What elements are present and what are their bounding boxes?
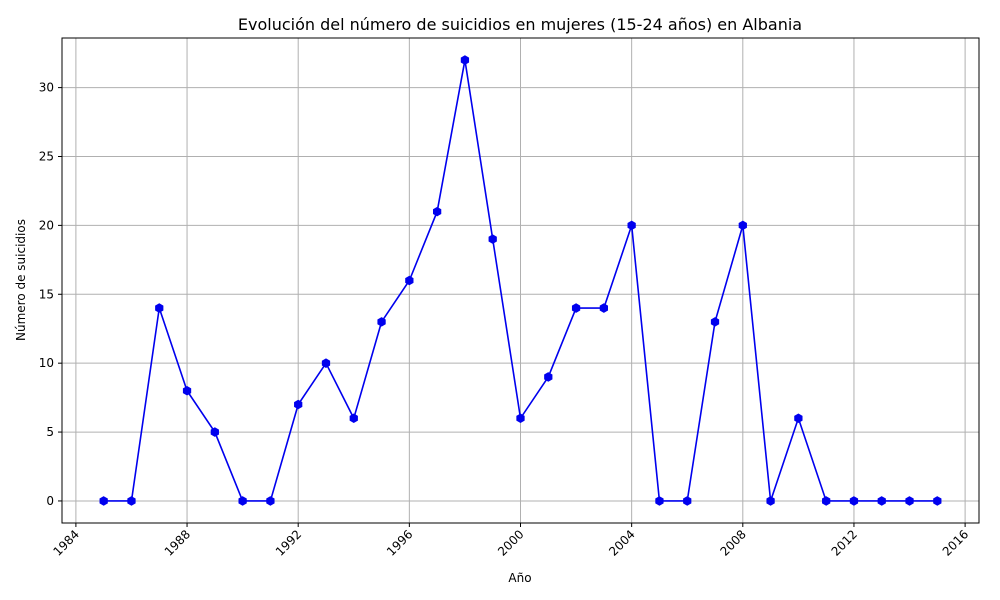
y-tick-label: 10	[39, 356, 54, 370]
chart-title: Evolución del número de suicidios en muj…	[238, 15, 802, 34]
y-axis-label: Número de suicidios	[14, 219, 28, 341]
x-tick-label: 1992	[273, 527, 304, 558]
data-point	[127, 496, 136, 506]
data-point	[738, 220, 747, 231]
y-tick-label: 5	[46, 425, 54, 439]
y-tick-label: 30	[39, 81, 54, 95]
y-axis-ticks: 0 5 10 15 20 25 30	[39, 81, 62, 508]
data-point	[794, 413, 803, 424]
data-point	[683, 496, 692, 506]
data-point	[99, 496, 108, 506]
data-point	[488, 234, 497, 244]
data-point	[544, 372, 553, 382]
grid	[62, 38, 979, 523]
data-point	[710, 317, 720, 327]
data-point	[877, 496, 886, 506]
x-tick-label: 2012	[829, 527, 860, 558]
data-point	[933, 496, 942, 506]
data-point	[321, 358, 331, 368]
data-point	[627, 220, 636, 231]
data-point	[571, 303, 581, 313]
x-tick-label: 2016	[940, 527, 971, 558]
x-tick-label: 1984	[51, 527, 82, 558]
data-point	[377, 317, 386, 327]
data-point	[210, 427, 219, 437]
data-point	[822, 496, 831, 506]
data-point	[182, 385, 192, 396]
data-point	[655, 496, 664, 506]
data-point	[266, 496, 275, 506]
x-tick-label: 1988	[162, 527, 193, 558]
x-tick-label: 2008	[717, 527, 748, 558]
x-tick-label: 1996	[384, 527, 415, 558]
data-point	[405, 275, 414, 286]
data-point	[238, 496, 247, 506]
y-tick-label: 20	[39, 218, 54, 232]
series-layer	[99, 55, 942, 506]
data-point	[599, 303, 608, 313]
y-tick-label: 0	[46, 494, 54, 508]
y-tick-label: 15	[39, 287, 54, 301]
data-point	[516, 413, 525, 424]
data-point	[460, 55, 470, 65]
data-point	[766, 496, 775, 506]
x-axis-label: Año	[508, 571, 531, 585]
x-tick-label: 2000	[495, 527, 526, 558]
x-tick-label: 2004	[606, 527, 637, 558]
data-point	[349, 413, 358, 424]
data-point	[433, 206, 442, 217]
data-point	[849, 496, 859, 506]
data-point	[155, 303, 164, 313]
y-tick-label: 25	[39, 149, 54, 163]
data-point	[294, 399, 303, 410]
data-point	[905, 496, 914, 506]
x-axis-ticks: 1984 1988 1992 1996 2000 2004 2008 2012 2016	[51, 523, 971, 559]
